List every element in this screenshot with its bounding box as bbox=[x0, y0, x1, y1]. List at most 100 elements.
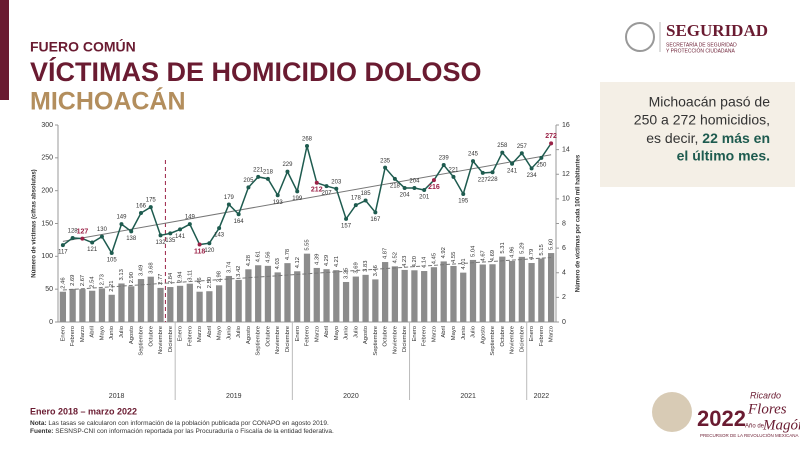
point-label: 143 bbox=[214, 233, 225, 239]
state: MICHOACÁN bbox=[30, 87, 186, 116]
x-tick-label: Junio bbox=[344, 326, 350, 340]
bar bbox=[352, 276, 359, 322]
logo-name: SEGURIDAD bbox=[666, 21, 768, 40]
point bbox=[431, 178, 436, 183]
point bbox=[226, 202, 231, 207]
point-label: 205 bbox=[243, 178, 254, 184]
callout-line: es decir, bbox=[646, 130, 698, 146]
bar bbox=[333, 270, 340, 322]
bar bbox=[89, 290, 96, 322]
bar bbox=[391, 266, 399, 322]
bar-label: 4.21 bbox=[334, 256, 340, 267]
point bbox=[324, 184, 329, 189]
point-label: 164 bbox=[234, 219, 245, 225]
bar-label: 3.25 bbox=[344, 268, 350, 279]
year-label: 2019 bbox=[226, 393, 242, 400]
bar bbox=[421, 271, 428, 322]
bar bbox=[528, 263, 535, 322]
bar-label: 3.49 bbox=[139, 265, 145, 276]
bar bbox=[186, 283, 193, 322]
x-tick-label: Enero bbox=[178, 326, 184, 341]
x-tick-label: Diciembre bbox=[285, 326, 291, 352]
y-tick-label: 50 bbox=[45, 286, 53, 293]
y-tick-label: 100 bbox=[41, 253, 53, 260]
bar-label: 3.11 bbox=[187, 270, 193, 281]
y-tick-label: 250 bbox=[41, 155, 53, 162]
bar-label: 2.46 bbox=[197, 277, 203, 288]
point bbox=[129, 229, 134, 234]
point bbox=[422, 188, 427, 193]
bar-label: 2.46 bbox=[60, 277, 66, 288]
x-tick-label: Noviembre bbox=[275, 326, 281, 354]
bar-label: 2.84 bbox=[168, 272, 174, 284]
bar-label: 5.31 bbox=[500, 242, 506, 253]
x-tick-label: Abril bbox=[207, 326, 213, 338]
x-tick-label: Mayo bbox=[334, 326, 340, 340]
bar-label: 4.96 bbox=[510, 247, 516, 258]
point-label: 130 bbox=[97, 227, 108, 233]
bar bbox=[108, 294, 115, 322]
bar-label: 3.74 bbox=[226, 261, 232, 273]
point-label: 227 bbox=[478, 178, 489, 184]
bar bbox=[59, 291, 67, 322]
y2-tick-label: 10 bbox=[562, 196, 570, 203]
bar-label: 4.67 bbox=[480, 250, 486, 261]
point bbox=[265, 176, 270, 181]
point-label: 185 bbox=[361, 191, 372, 197]
point-label: 138 bbox=[126, 236, 137, 242]
bar bbox=[264, 265, 272, 322]
point bbox=[539, 155, 544, 160]
x-tick-label: Enero bbox=[295, 326, 301, 341]
point bbox=[168, 231, 173, 236]
portrait bbox=[652, 392, 692, 432]
point-label: 120 bbox=[204, 248, 215, 254]
x-tick-label: Septiembre bbox=[256, 326, 262, 356]
point bbox=[412, 186, 417, 191]
bar bbox=[98, 288, 106, 322]
point bbox=[363, 198, 368, 203]
bar-label: 4.39 bbox=[314, 254, 320, 265]
bar bbox=[79, 289, 86, 322]
bar-label: 4.79 bbox=[529, 249, 535, 260]
bar bbox=[167, 287, 174, 322]
bar-label: 3.13 bbox=[119, 269, 125, 280]
x-tick-label: Octubre bbox=[500, 326, 506, 347]
point-label: 268 bbox=[302, 137, 313, 143]
badge-name: Ricardo bbox=[750, 390, 781, 400]
bar-label: 4.14 bbox=[422, 256, 428, 268]
point-label: 175 bbox=[146, 198, 157, 204]
point-label: 216 bbox=[428, 184, 440, 191]
point bbox=[285, 169, 290, 174]
bar bbox=[401, 269, 408, 322]
point-label: 117 bbox=[58, 250, 68, 256]
bar bbox=[313, 267, 320, 322]
point bbox=[99, 234, 104, 239]
bar-label: 2.69 bbox=[70, 275, 76, 286]
bar bbox=[137, 279, 145, 322]
note: Nota: Las tasas se calcularon con inform… bbox=[30, 420, 329, 427]
bar bbox=[460, 272, 467, 322]
x-tick-label: Agosto bbox=[246, 326, 252, 344]
point-label: 218 bbox=[390, 183, 401, 189]
bar-label: 2.54 bbox=[90, 276, 96, 288]
bar-label: 5.55 bbox=[305, 239, 311, 250]
point bbox=[529, 166, 534, 171]
point bbox=[207, 241, 212, 246]
bar bbox=[255, 265, 262, 322]
callout-line: es decir, 22 más en bbox=[646, 130, 770, 146]
point bbox=[383, 165, 388, 170]
x-tick-label: Febrero bbox=[70, 326, 76, 346]
point-label: 228 bbox=[488, 177, 499, 183]
bar-label: 4.52 bbox=[392, 252, 398, 263]
x-tick-label: Diciembre bbox=[168, 326, 174, 352]
x-tick-label: Diciembre bbox=[402, 326, 408, 352]
period: Enero 2018 – marzo 2022 bbox=[30, 406, 137, 416]
bar bbox=[381, 262, 389, 322]
bar-label: 2.77 bbox=[158, 274, 164, 285]
point-label: 135 bbox=[165, 238, 176, 244]
source-text: SESNSP-CNI con información reportada por… bbox=[55, 428, 334, 435]
bar-label: 4.92 bbox=[441, 247, 447, 258]
bar bbox=[147, 276, 154, 322]
point bbox=[295, 189, 300, 194]
point-label: 221 bbox=[253, 167, 264, 173]
